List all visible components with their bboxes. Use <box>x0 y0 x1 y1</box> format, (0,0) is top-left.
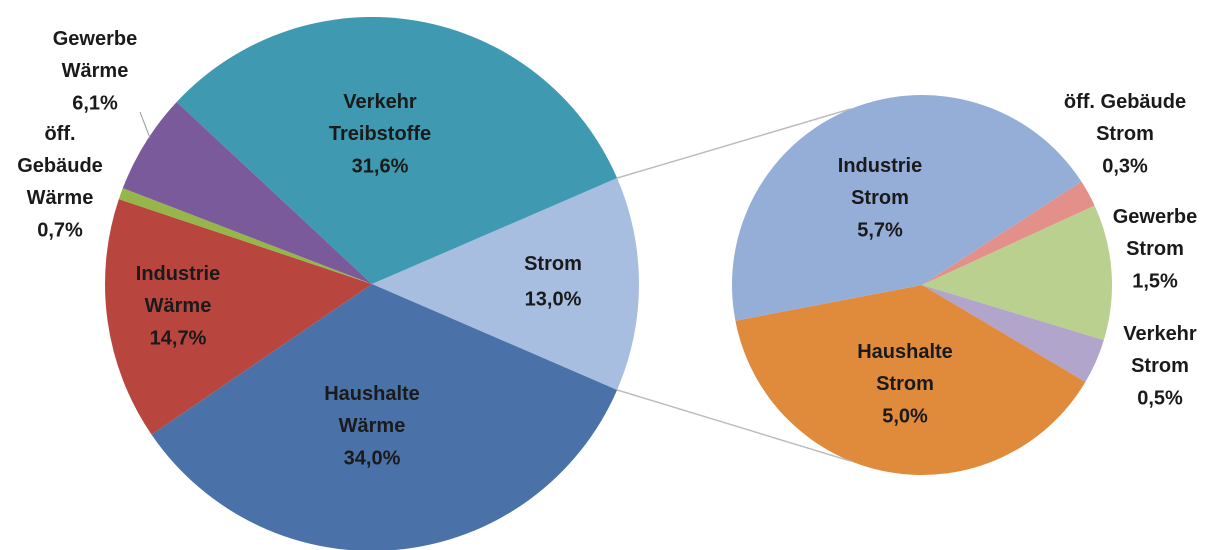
label-line: Treibstoffe <box>329 123 431 145</box>
connector-line <box>616 389 852 462</box>
pie-slice <box>372 178 639 390</box>
label-line: Haushalte <box>324 383 420 405</box>
value-label: 6,1% <box>72 92 118 114</box>
label-line: Strom <box>524 253 582 275</box>
label-line: öff. Gebäude <box>1064 91 1186 113</box>
value-label: 13,0% <box>525 288 582 310</box>
label-line: Wärme <box>27 187 94 209</box>
slice-label: Industrie Strom <box>838 155 922 209</box>
pie-slice <box>922 285 1104 382</box>
slice-label: öff. Gebäude Wärme <box>17 123 103 209</box>
value-label: 34,0% <box>344 447 401 469</box>
pie-slice <box>105 199 373 435</box>
slice-label: Haushalte Strom <box>857 341 953 395</box>
label-line: Wärme <box>339 415 406 437</box>
label-line: Wärme <box>145 295 212 317</box>
value-label: 0,3% <box>1102 155 1148 177</box>
value-label: 31,6% <box>352 155 409 177</box>
value-label: 14,7% <box>150 327 207 349</box>
pie-slice <box>118 188 372 284</box>
connector-line <box>616 108 852 179</box>
leader-line <box>139 111 151 139</box>
label-line: Gewerbe <box>53 28 137 50</box>
value-label: 0,5% <box>1137 387 1183 409</box>
label-line: Haushalte <box>857 341 953 363</box>
label-line: Wärme <box>62 60 129 82</box>
slice-label: Industrie Wärme <box>136 263 220 317</box>
pie-slice <box>151 284 618 550</box>
value-label: 5,7% <box>857 219 903 241</box>
slice-label: Gewerbe Wärme <box>53 28 137 82</box>
pie-slice <box>735 285 1086 476</box>
label-line: Industrie <box>136 263 220 285</box>
label-line: Strom <box>1126 238 1184 260</box>
slice-label: Verkehr Strom <box>1123 323 1197 377</box>
pie-slice <box>922 181 1095 285</box>
label-line: Verkehr <box>343 91 417 113</box>
slice-label: öff. Gebäude Strom <box>1064 91 1186 145</box>
label-line: Industrie <box>838 155 922 177</box>
pie-slice <box>122 101 372 284</box>
slice-label: Gewerbe Strom <box>1113 206 1197 260</box>
label-line: öff. <box>44 123 75 145</box>
label-line: Gewerbe <box>1113 206 1197 228</box>
pie-slice <box>922 205 1112 341</box>
label-line: Strom <box>1096 123 1154 145</box>
label-line: Verkehr <box>1123 323 1197 345</box>
label-line: Strom <box>876 373 934 395</box>
slice-label: Verkehr Treibstoffe <box>329 91 431 145</box>
value-label: 0,7% <box>37 219 83 241</box>
value-label: 5,0% <box>882 405 928 427</box>
slice-label: Haushalte Wärme <box>324 383 420 437</box>
pie-slice <box>732 95 1082 321</box>
slice-label: Strom <box>524 253 582 275</box>
pie-slice <box>176 16 618 285</box>
label-line: Strom <box>851 187 909 209</box>
label-line: Strom <box>1131 355 1189 377</box>
label-line: Gebäude <box>17 155 103 177</box>
value-label: 1,5% <box>1132 270 1178 292</box>
